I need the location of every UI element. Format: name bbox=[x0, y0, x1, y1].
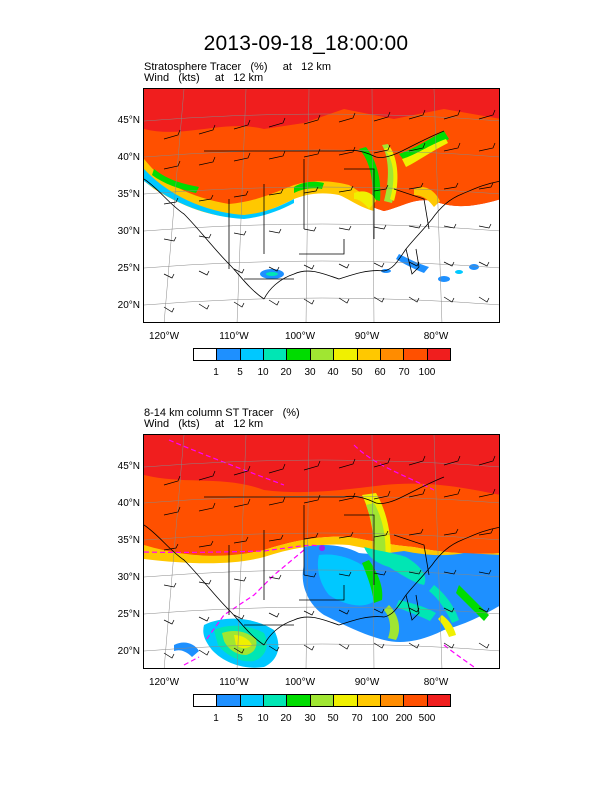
panel1-colorbar-label: 1 bbox=[213, 367, 219, 378]
panel2-colorbar-swatch bbox=[404, 695, 428, 706]
panel1-colorbar-label: 50 bbox=[351, 367, 363, 378]
panel1-lat-label-30: 30°N bbox=[117, 226, 140, 237]
panel1-colorbar-swatch bbox=[217, 349, 241, 360]
panel1-colorbar bbox=[193, 348, 451, 361]
panel1-colorbar-label: 60 bbox=[374, 367, 386, 378]
panel1-lon-label-90: 90°W bbox=[354, 331, 380, 342]
panel2-colorbar bbox=[193, 694, 451, 707]
panel2-colorbar-label: 500 bbox=[418, 713, 436, 724]
panel2-lat-label-30: 30°N bbox=[117, 572, 140, 583]
panel2-lat-label-45: 45°N bbox=[117, 461, 140, 472]
panel1-colorbar-swatch bbox=[310, 349, 335, 360]
panel2-map bbox=[143, 434, 500, 669]
panel1-colorbar-label: 10 bbox=[257, 367, 269, 378]
panel2-lon-label-120: 120°W bbox=[148, 677, 180, 688]
panel1-lat-label-35: 35°N bbox=[117, 189, 140, 200]
panel1-colorbar-label: 30 bbox=[304, 367, 316, 378]
panel1-colorbar-label: 5 bbox=[237, 367, 243, 378]
panel2-lon-label-90: 90°W bbox=[354, 677, 380, 688]
panel2-colorbar-swatch bbox=[287, 695, 311, 706]
panel1-colorbar-swatch bbox=[194, 349, 218, 360]
panel2-colorbar-swatch bbox=[380, 695, 405, 706]
panel1-lon-label-100: 100°W bbox=[284, 331, 316, 342]
panel2-colorbar-swatch bbox=[334, 695, 358, 706]
panel2-lat-label-25: 25°N bbox=[117, 609, 140, 620]
panel1-lon-label-120: 120°W bbox=[148, 331, 180, 342]
panel2-colorbar-label: 10 bbox=[257, 713, 269, 724]
panel2-colorbar-label: 20 bbox=[280, 713, 292, 724]
panel2-colorbar-label: 50 bbox=[327, 713, 339, 724]
page-title: 2013-09-18_18:00:00 bbox=[203, 32, 409, 55]
panel2-colorbar-swatch bbox=[217, 695, 241, 706]
panel2-colorbar-label: 70 bbox=[351, 713, 363, 724]
panel1-colorbar-swatch bbox=[264, 349, 288, 360]
panel2-colorbar-label: 200 bbox=[395, 713, 413, 724]
panel1-colorbar-swatch bbox=[380, 349, 405, 360]
panel1-lat-label-45: 45°N bbox=[117, 115, 140, 126]
panel2-lat-label-40: 40°N bbox=[117, 498, 140, 509]
panel1-colorbar-swatch bbox=[357, 349, 381, 360]
panel1-map bbox=[143, 88, 500, 323]
panel1-subtitle-line1: Stratosphere Tracer (%) at 12 km bbox=[144, 61, 332, 73]
panel1-lat-label-25: 25°N bbox=[117, 263, 140, 274]
panel1-colorbar-swatch bbox=[427, 349, 450, 360]
panel1-colorbar-label: 20 bbox=[280, 367, 292, 378]
panel2-colorbar-swatch bbox=[357, 695, 381, 706]
panel2-colorbar-label: 30 bbox=[304, 713, 316, 724]
panel2-lon-label-100: 100°W bbox=[284, 677, 316, 688]
panel2-subtitle-line2: Wind (kts) at 12 km bbox=[144, 418, 264, 430]
panel1-colorbar-label: 40 bbox=[327, 367, 339, 378]
panel2-lon-label-110: 110°W bbox=[219, 677, 249, 688]
panel2-colorbar-swatch bbox=[310, 695, 335, 706]
panel1-lon-label-80: 80°W bbox=[423, 331, 449, 342]
panel2-colorbar-swatch bbox=[427, 695, 450, 706]
panel2-colorbar-swatch bbox=[240, 695, 265, 706]
panel2-colorbar-label: 5 bbox=[237, 713, 243, 724]
panel2-colorbar-swatch bbox=[194, 695, 218, 706]
panel1-lon-label-110: 110°W bbox=[219, 331, 249, 342]
panel2-lat-label-20: 20°N bbox=[117, 646, 140, 657]
panel1-colorbar-swatch bbox=[287, 349, 311, 360]
panel1-colorbar-label: 100 bbox=[418, 367, 436, 378]
panel2-colorbar-label: 100 bbox=[371, 713, 389, 724]
panel2-colorbar-swatch bbox=[264, 695, 288, 706]
panel2-subtitle-line1: 8-14 km column ST Tracer (%) bbox=[144, 407, 300, 419]
panel1-colorbar-swatch bbox=[334, 349, 358, 360]
panel1-colorbar-label: 70 bbox=[398, 367, 410, 378]
panel1-subtitle-line2: Wind (kts) at 12 km bbox=[144, 72, 264, 84]
panel1-lat-label-40: 40°N bbox=[117, 152, 140, 163]
panel1-colorbar-swatch bbox=[240, 349, 265, 360]
panel2-lat-label-35: 35°N bbox=[117, 535, 140, 546]
panel2-colorbar-label: 1 bbox=[213, 713, 219, 724]
panel1-colorbar-swatch bbox=[404, 349, 428, 360]
panel2-lon-label-80: 80°W bbox=[423, 677, 449, 688]
panel1-lat-label-20: 20°N bbox=[117, 300, 140, 311]
